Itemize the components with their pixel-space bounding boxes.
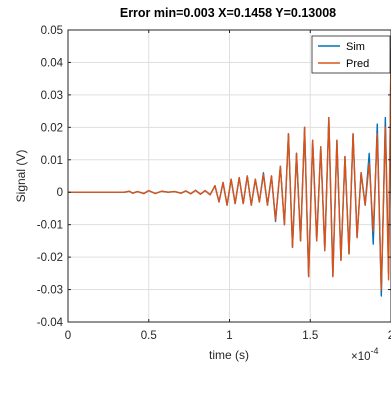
x-tick-label: 1.5 bbox=[302, 330, 318, 342]
y-tick-label: 0 bbox=[57, 187, 63, 199]
y-tick-label: 0.01 bbox=[41, 155, 63, 167]
y-tick-label: -0.01 bbox=[37, 220, 63, 232]
x-tick-label: 1 bbox=[226, 330, 232, 342]
series-layer bbox=[68, 49, 391, 297]
grid bbox=[67, 29, 391, 323]
y-tick-label: 0.05 bbox=[41, 25, 63, 37]
plot-area bbox=[68, 49, 391, 297]
y-tick-label: -0.02 bbox=[37, 252, 63, 264]
y-tick-label: -0.04 bbox=[37, 317, 64, 329]
y-tick-label: 0.03 bbox=[41, 90, 63, 102]
legend-label-sim: Sim bbox=[346, 41, 365, 53]
x-exponent: ×10-4 bbox=[351, 346, 379, 363]
legend-label-pred: Pred bbox=[346, 58, 369, 70]
x-tick-labels: 0 0.5 1 1.5 2 bbox=[65, 330, 391, 342]
x-axis-label: time (s) bbox=[209, 348, 249, 362]
x-exponent-power: -4 bbox=[371, 346, 379, 356]
y-tick-label: 0.04 bbox=[41, 57, 64, 69]
x-exponent-base-text: ×10 bbox=[351, 351, 371, 363]
x-exponent-base: ×10-4 bbox=[351, 346, 379, 363]
series-line-pred bbox=[68, 49, 391, 291]
y-axis-label: Signal (V) bbox=[14, 150, 28, 203]
chart-title: Error min=0.003 X=0.1458 Y=0.13008 bbox=[120, 6, 336, 20]
y-tick-label: 0.02 bbox=[41, 122, 63, 134]
y-tick-label: -0.03 bbox=[37, 285, 63, 297]
x-tick-label: 2 bbox=[388, 330, 391, 342]
x-tick-label: 0.5 bbox=[141, 330, 157, 342]
legend: Sim Pred bbox=[311, 35, 391, 74]
y-tick-labels: -0.04 -0.03 -0.02 -0.01 0 0.01 0.02 0.03 0.04 0.0… bbox=[37, 25, 64, 329]
x-tick-label: 0 bbox=[65, 330, 71, 342]
legend-box bbox=[311, 35, 391, 74]
ticks bbox=[67, 29, 391, 323]
